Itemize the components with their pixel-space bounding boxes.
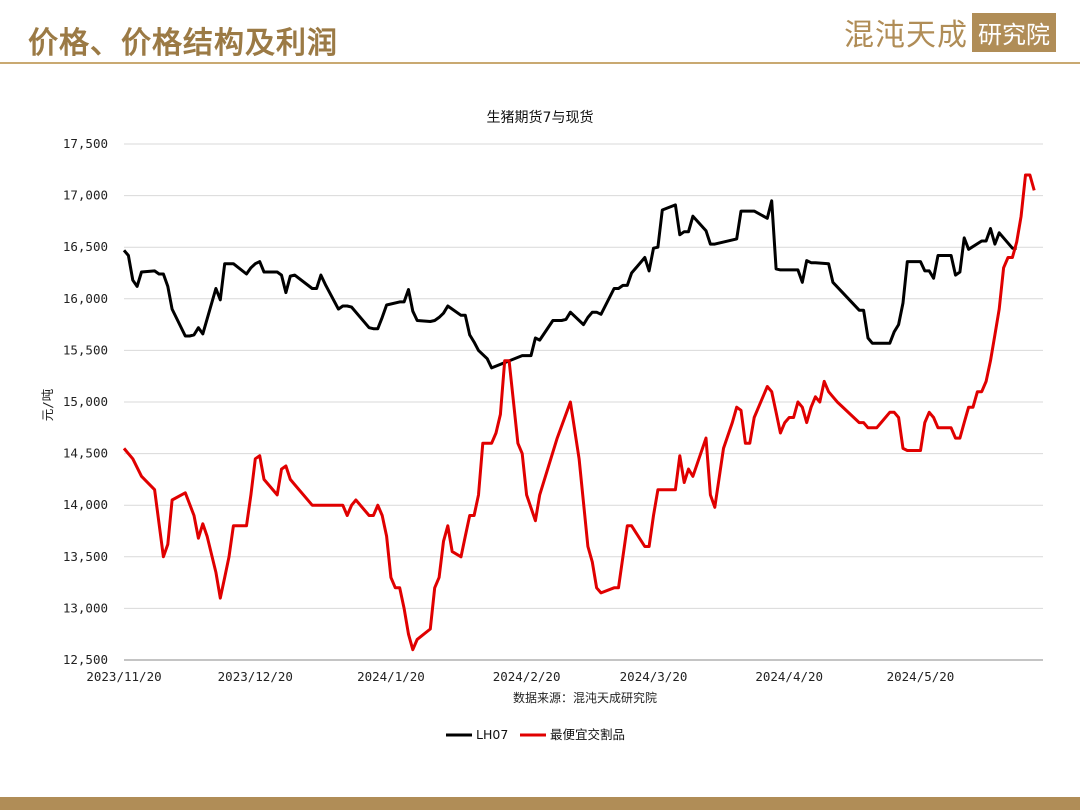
y-axis-label: 元/吨 (40, 388, 55, 421)
x-tick-label: 2024/3/20 (620, 669, 688, 684)
footer-bar (0, 797, 1080, 810)
logo-text: 混沌天成 (844, 18, 968, 53)
logo-box: 研究院 (972, 12, 1056, 52)
legend-label-0: LH07 (476, 727, 508, 742)
y-axis: 12,500 13,000 13,500 14,000 14,500 15,000 15,5… (63, 136, 108, 667)
legend-label-1: 最便宜交割品 (550, 727, 625, 742)
series-line-0 (122, 199, 1017, 370)
y-tick-label: 13,500 (63, 549, 108, 564)
x-tick-label: 2023/12/20 (218, 669, 293, 684)
y-tick-label: 15,500 (63, 342, 108, 357)
x-tick-label: 2023/11/20 (86, 669, 161, 684)
y-tick-label: 16,500 (63, 239, 108, 254)
source-note: 数据来源：混沌天成研究院 (513, 690, 657, 705)
x-axis: 2023/11/20 2023/12/20 2024/1/20 2024/2/20 20… (86, 669, 954, 684)
x-tick-label: 2024/1/20 (357, 669, 425, 684)
page-title: 价格、价格结构及利润 (28, 26, 338, 61)
y-tick-label: 17,500 (63, 136, 108, 151)
y-tick-label: 13,000 (63, 600, 108, 615)
header-divider (0, 62, 1080, 64)
x-tick-label: 2024/2/20 (493, 669, 561, 684)
y-tick-label: 14,500 (63, 446, 108, 461)
legend: LH07 最便宜交割品 (446, 727, 625, 742)
x-tick-label: 2024/4/20 (755, 669, 823, 684)
series-line-1 (122, 173, 1036, 652)
y-tick-label: 14,000 (63, 497, 108, 512)
y-tick-label: 15,000 (63, 394, 108, 409)
grid (124, 143, 1043, 661)
series-lines (122, 173, 1036, 652)
x-tick-label: 2024/5/20 (887, 669, 955, 684)
y-tick-label: 12,500 (63, 652, 108, 667)
chart-title: 生猪期货7与现货 (487, 109, 594, 126)
y-tick-label: 16,000 (63, 291, 108, 306)
logo: 混沌天成 研究院 (844, 12, 1056, 53)
y-tick-label: 17,000 (63, 188, 108, 203)
